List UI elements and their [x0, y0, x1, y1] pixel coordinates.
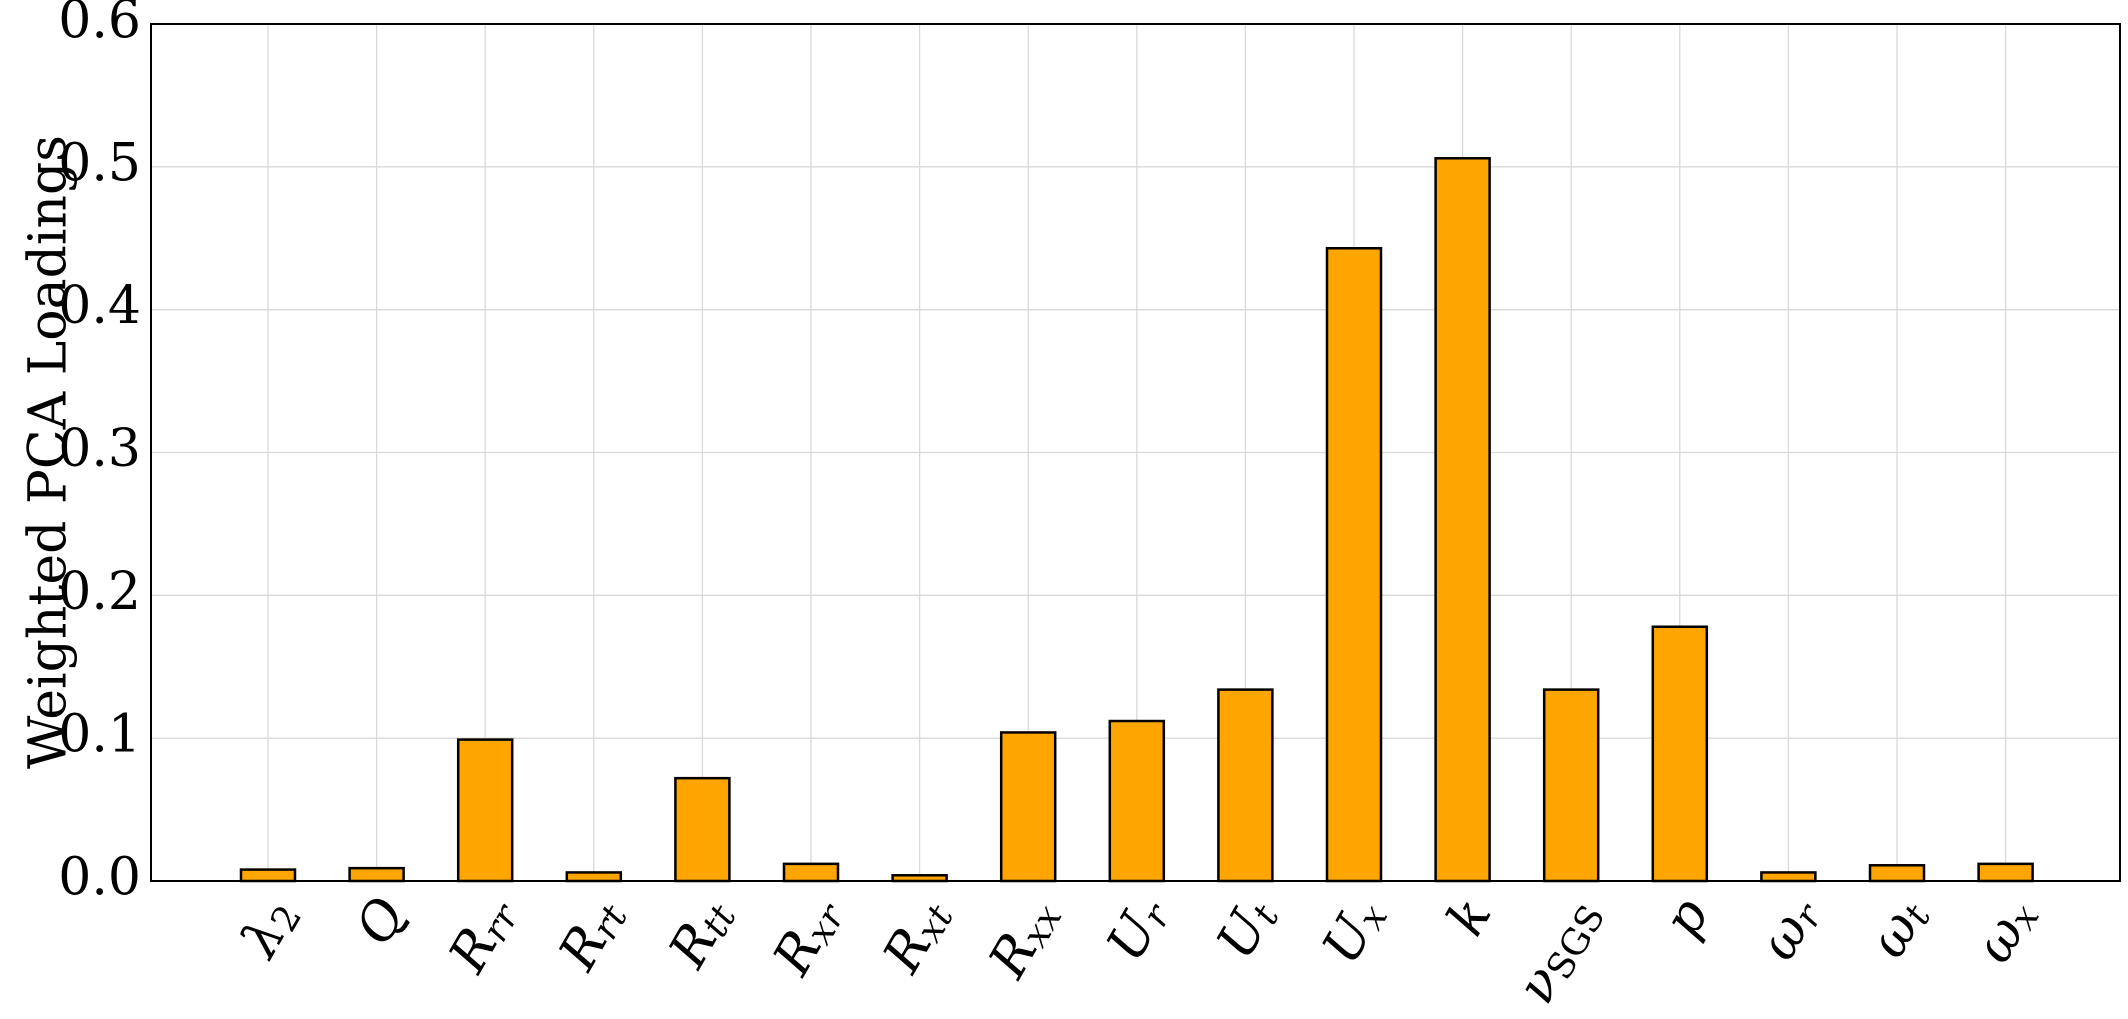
y-tick-label: 0.2 [58, 562, 141, 622]
bar [1217, 688, 1274, 883]
y-tick-label: 0.4 [58, 276, 141, 336]
x-tick-label: k [1436, 888, 1504, 945]
x-tick-label: Rrr [437, 887, 528, 984]
x-tick-label: ωr [1748, 887, 1832, 971]
bar [999, 731, 1057, 883]
y-tick-label: 0.0 [58, 848, 141, 908]
y-axis-label: Weighted PCA Loadings [19, 135, 79, 769]
x-tick-label: Rrt [547, 888, 636, 981]
y-tick-label: 0.5 [58, 133, 141, 193]
y-tick-label: 0.1 [58, 705, 141, 765]
x-tick-label: Rtt [657, 888, 745, 979]
bar [1868, 864, 1926, 883]
bar [782, 862, 840, 883]
bar [674, 776, 731, 883]
x-tick-label: ωt [1858, 888, 1940, 968]
x-tick-label: p [1652, 888, 1721, 947]
x-tick-label: νSGS [1505, 888, 1613, 1014]
bar [1325, 246, 1383, 883]
x-tick-label: ωx [1963, 888, 2048, 973]
bar [565, 871, 623, 883]
x-tick-label: λ2 [228, 888, 310, 969]
bar [348, 866, 405, 883]
bar [1434, 157, 1491, 883]
y-tick-label: 0.3 [58, 419, 141, 479]
bar [1760, 871, 1817, 883]
y-tick-label: 0.6 [58, 0, 141, 51]
x-tick-label: Rxr [761, 887, 854, 987]
bar [1651, 625, 1709, 883]
bar [1108, 719, 1166, 883]
x-tick-label: Q [344, 888, 417, 955]
x-tick-label: Rxt [871, 888, 962, 984]
bar [1977, 862, 2034, 883]
plot-frame [150, 23, 2121, 882]
x-tick-label: Ut [1205, 888, 1288, 970]
x-tick-label: Ux [1311, 888, 1396, 974]
bar [1542, 688, 1600, 883]
x-tick-label: Ur [1095, 887, 1180, 972]
x-tick-label: Rxx [977, 888, 1071, 989]
bar [456, 738, 514, 883]
bar [239, 868, 297, 883]
